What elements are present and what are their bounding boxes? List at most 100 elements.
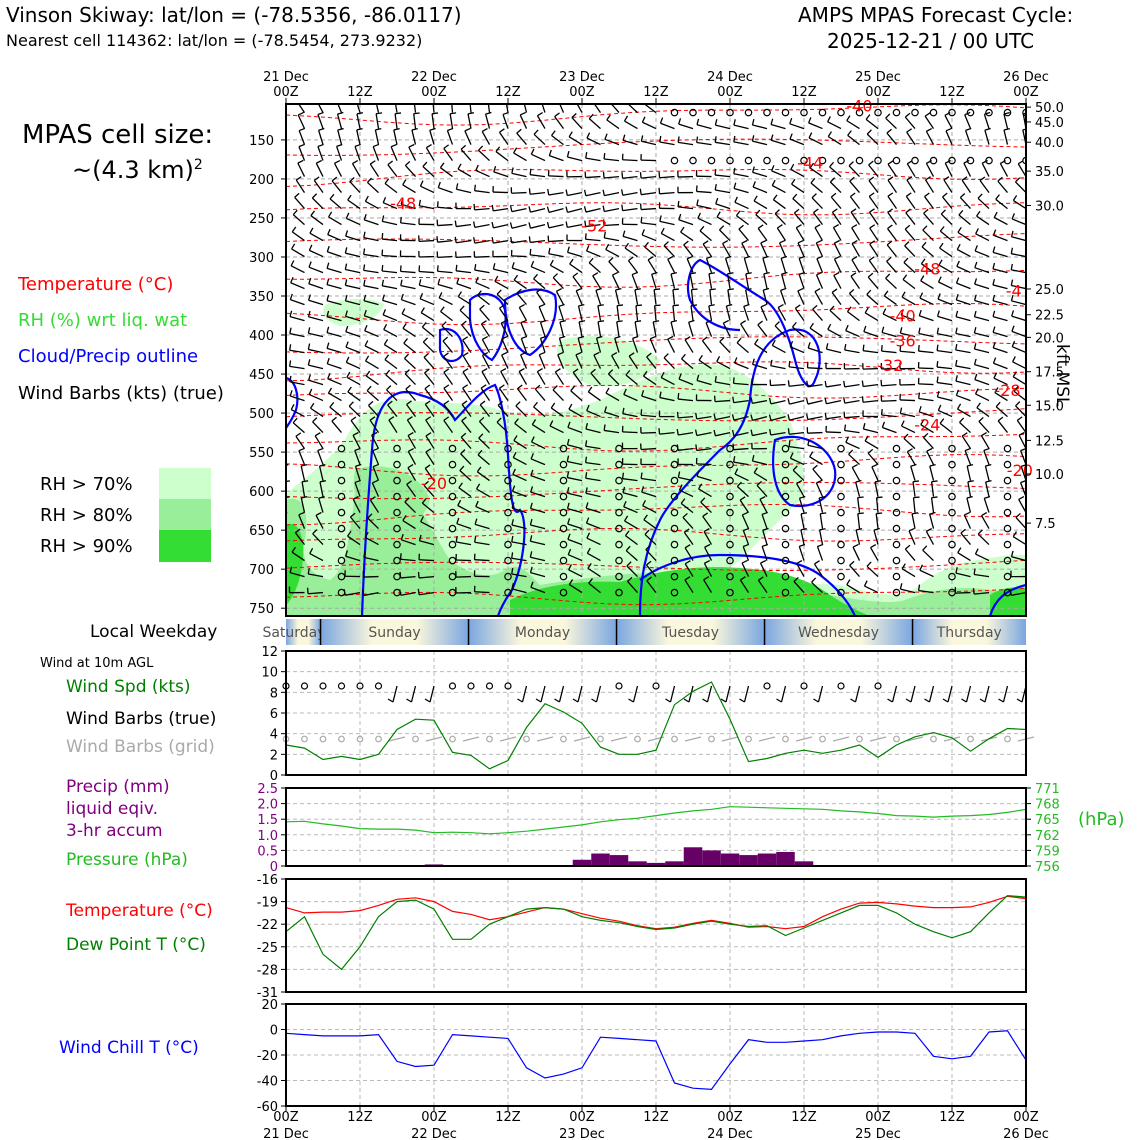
wind-barb-flag [346, 371, 351, 378]
wind-barb-flag [364, 195, 369, 202]
wind-barb-flag [473, 184, 477, 191]
calm-wind-marker [781, 556, 790, 565]
wind-barb-flag [850, 208, 857, 213]
wind-barb-flag [271, 345, 272, 351]
wind-barb-flag [482, 335, 488, 340]
calm-wind-marker [670, 588, 679, 597]
wind-grid-barb [536, 736, 554, 742]
wind-barb-flag [462, 368, 469, 373]
calm-wind-marker [1003, 540, 1012, 549]
wind-barb-flag [976, 210, 981, 217]
wind-barb-flag [363, 231, 366, 238]
wind-barb-staff [369, 163, 380, 177]
wind-barb-staff [307, 591, 324, 595]
wind-barb-staff [696, 431, 712, 437]
wind-barb-staff [867, 452, 879, 466]
wind-barb-flag [690, 272, 697, 275]
wind-barb-staff [352, 498, 361, 513]
wind-barb-flag [940, 209, 946, 215]
wind-barb-flag [289, 327, 292, 334]
wind-barb-flag [513, 147, 518, 154]
weekday-band [616, 619, 765, 645]
wind-barb-flag [714, 183, 717, 191]
wind-barb-flag [443, 400, 450, 405]
cloud-outline-path [468, 292, 507, 362]
kft-tick-label: 40.0 [1035, 136, 1064, 151]
wind-barb-staff [955, 349, 971, 354]
calm-wind-marker [559, 540, 568, 549]
wind-barb-staff [530, 540, 546, 546]
wind-barb-flag [873, 527, 880, 531]
wind-barb-flag [793, 576, 799, 582]
wind-barb-flag [602, 171, 605, 179]
wind-barb-staff [290, 282, 305, 290]
wind-barb-staff [437, 255, 453, 258]
wind-barb-staff [682, 517, 694, 530]
wind-barb-flag [646, 560, 652, 566]
wind-barb-staff [922, 229, 934, 242]
wind-barb-staff [881, 331, 897, 338]
wind-barb-flag [501, 335, 508, 340]
wind-barb-staff [864, 440, 879, 450]
wind-barb-flag [308, 244, 313, 251]
wind-barb-staff [592, 275, 602, 289]
wind-barb-staff [327, 251, 342, 258]
panel-tick-label: 8 [270, 686, 278, 701]
wind-barb-flag [751, 135, 755, 142]
wind-barb-staff [286, 431, 287, 433]
panel-tick-label: 1.5 [257, 813, 278, 828]
wind-barb-staff [1011, 284, 1026, 290]
wind-barb-staff [350, 420, 361, 433]
wind-barb-staff [572, 372, 583, 385]
wind-barb-staff [456, 223, 472, 228]
wind-barb-flag [742, 543, 750, 548]
precip-bar [628, 861, 647, 866]
wind-barb-staff [356, 104, 361, 113]
wind-grid-barb [610, 736, 628, 742]
wind-barb-flag [395, 97, 401, 98]
wind-barb-staff [921, 246, 934, 258]
wind-barb-flag [634, 288, 641, 291]
wind-barb-staff [533, 406, 546, 418]
wind-barb-flag [885, 273, 891, 279]
wind-barb-staff [315, 162, 324, 177]
wind-barb-staff [851, 467, 861, 481]
wind-barb-flag [817, 543, 824, 548]
wind-barb-staff [515, 405, 527, 418]
wind-barb-staff [944, 115, 953, 129]
wind-barb-flag [907, 448, 913, 453]
wind-barb-flag [394, 112, 402, 115]
wind-barb-flag [682, 512, 688, 518]
wind-barb-flag [511, 582, 515, 590]
wind-barb-staff [833, 275, 842, 289]
wind-barb-flag [528, 222, 532, 229]
wind-barb-staff [456, 283, 472, 290]
wind-barb-flag [959, 192, 966, 199]
wind-barb-staff [578, 321, 583, 337]
wind-barb-staff [902, 278, 916, 290]
wind-barb-flag [499, 304, 505, 309]
wind-barb-flag [278, 113, 283, 116]
precip-bar [572, 859, 592, 866]
wind-barb-staff [634, 289, 639, 305]
wind-barb-flag [995, 194, 1000, 200]
wind-barb-flag [567, 421, 571, 428]
wind-barb-flag [308, 294, 311, 301]
wind-barb-staff [976, 407, 990, 418]
wind-barb-flag [523, 97, 529, 98]
wind-barb-staff [513, 439, 527, 450]
wind-barb-flag [869, 208, 875, 213]
bottom-hour-label: 12Z [939, 1110, 965, 1125]
wind-barb-flag [939, 418, 945, 424]
panel-tick-label: -31 [257, 986, 278, 1001]
wind-barb-staff [475, 505, 490, 514]
wind-barb-flag [676, 411, 679, 418]
wind-barb-staff [699, 230, 712, 242]
wind-barb-flag [887, 208, 894, 213]
wind-barb-staff [702, 243, 713, 257]
wind-barb-flag [819, 528, 826, 531]
wind-barb-flag [761, 543, 769, 547]
wind-barb-flag [289, 566, 293, 573]
wind-barb-staff [567, 191, 583, 197]
pressure-tick-label: 150 [249, 134, 274, 149]
